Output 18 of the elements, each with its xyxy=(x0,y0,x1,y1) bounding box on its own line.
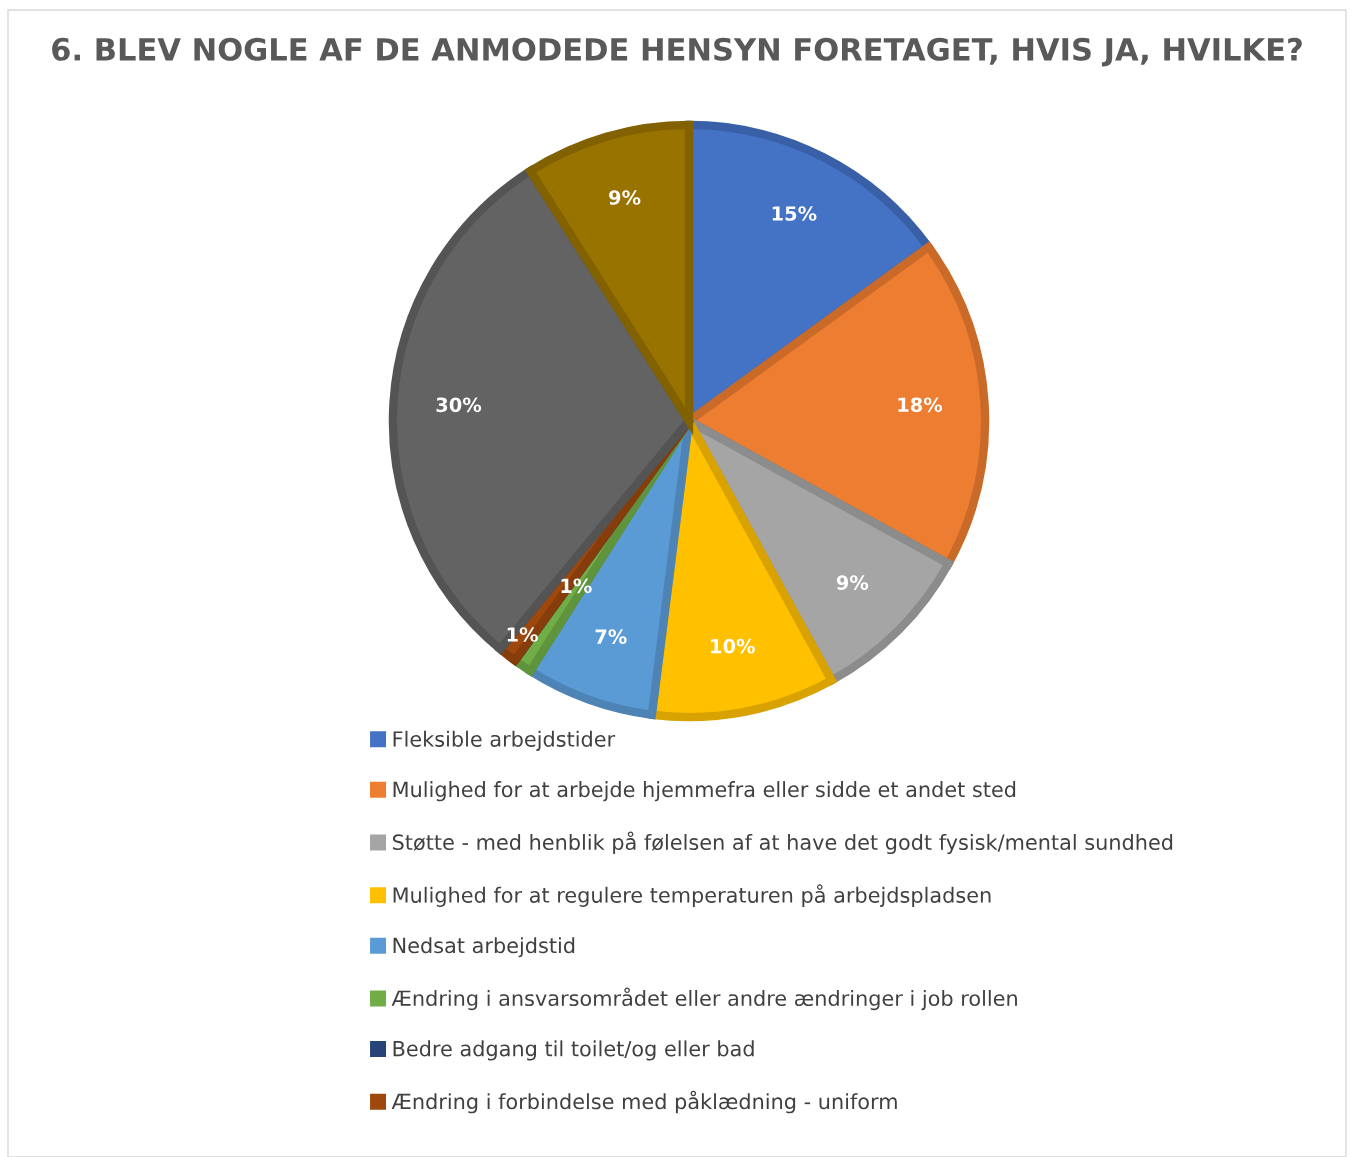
legend-label: Ændring i ansvarsområdet eller andre ændringer i job rollen xyxy=(391,987,1017,1011)
data-label: 1% xyxy=(561,578,592,594)
legend-label: Mulighed for at arbejde hjemmefra eller sidde et andet sted xyxy=(393,781,1016,802)
data-label: 9% xyxy=(836,575,869,590)
data-label: 1% xyxy=(507,627,538,642)
data-label: 18% xyxy=(898,397,943,413)
legend-label: Støtte - med henblik på følelsen af at have det godt fysisk/mental sundhed xyxy=(392,831,1173,855)
legend-label: Bedre adgang til toilet/og eller bad xyxy=(393,1040,754,1061)
data-label: 10% xyxy=(711,638,755,654)
data-label: 7% xyxy=(595,629,627,644)
legend-label: Fleksible arbejdstider xyxy=(393,730,616,751)
data-label: 30% xyxy=(436,397,482,413)
chart-title: 6. BLEV NOGLE AF DE ANMODEDE HENSYN FORETAGET, HVIS JA, HVILKE? xyxy=(52,37,1302,67)
legend-label: Mulighed for at regulere temperaturen på arbejdspladsen xyxy=(393,884,991,907)
data-label: 9% xyxy=(609,190,641,205)
data-label: 15% xyxy=(772,206,817,221)
legend-label: Ændring i forbindelse med påklædning - uniform xyxy=(391,1090,897,1114)
legend-label: Nedsat arbejdstid xyxy=(393,937,575,958)
